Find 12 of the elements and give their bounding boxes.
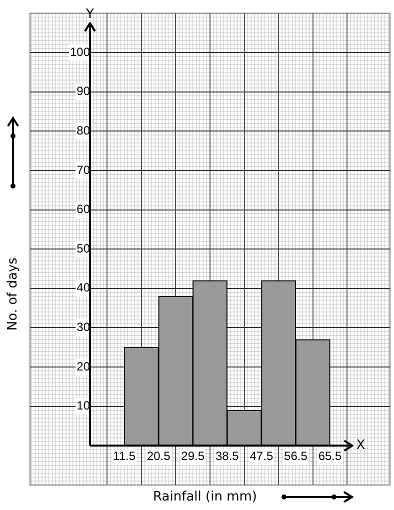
annotation: Y <box>85 7 94 22</box>
x-tick-label: 29.5 <box>181 449 205 464</box>
annotation: X <box>356 438 366 454</box>
y-axis-title: No. of days <box>5 257 20 331</box>
x-tick-label: 20.5 <box>146 449 171 464</box>
x-tick-label: 65.5 <box>318 449 342 464</box>
x-tick-label: 11.5 <box>113 449 136 464</box>
x-tick-label: 47.5 <box>250 449 274 464</box>
x-tick-label: 56.5 <box>284 449 308 464</box>
y-tick-label: 100 <box>70 44 90 59</box>
x-axis-title: Rainfall (in mm) <box>153 489 257 504</box>
x-tick-label: 38.5 <box>215 449 240 464</box>
